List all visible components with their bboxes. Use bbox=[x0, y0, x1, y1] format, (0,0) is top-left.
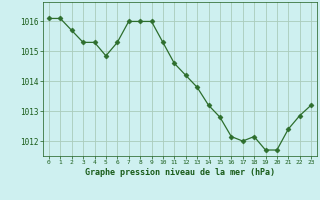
X-axis label: Graphe pression niveau de la mer (hPa): Graphe pression niveau de la mer (hPa) bbox=[85, 168, 275, 177]
